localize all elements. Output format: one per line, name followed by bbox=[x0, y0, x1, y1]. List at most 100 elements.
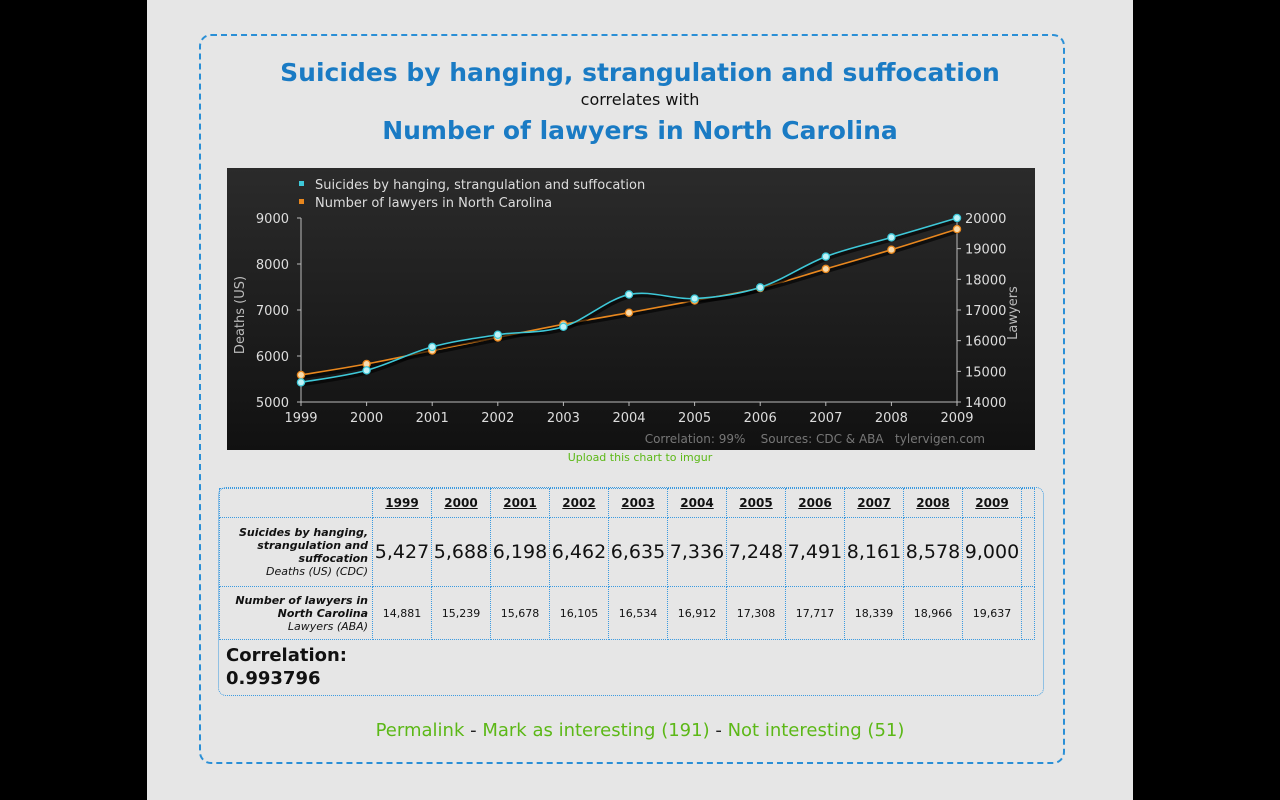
table-cell-suicides: 8,161 bbox=[844, 517, 904, 587]
action-links: Permalink - Mark as interesting (191) - … bbox=[147, 720, 1133, 741]
x-tick-label: 1999 bbox=[284, 411, 317, 426]
row-label-lawyers-name: Number of lawyers in North Carolina bbox=[235, 593, 368, 620]
data-point-suicides bbox=[362, 366, 371, 375]
y2-tick-label: 20000 bbox=[965, 212, 1006, 227]
data-point-lawyers bbox=[821, 264, 831, 274]
table-spacer-cell bbox=[1021, 517, 1035, 587]
table-cell-lawyers: 14,881 bbox=[372, 586, 432, 640]
data-point-suicides bbox=[559, 322, 568, 332]
table-cell-lawyers: 15,678 bbox=[490, 586, 550, 640]
x-tick-label: 2003 bbox=[547, 411, 580, 426]
table-cell-lawyers: 16,105 bbox=[549, 586, 609, 640]
y-tick-label: 5000 bbox=[256, 396, 289, 411]
x-tick-label: 2005 bbox=[678, 411, 711, 426]
mark-interesting-link[interactable]: Mark as interesting (191) bbox=[482, 720, 710, 741]
table-corner-cell bbox=[219, 488, 373, 518]
year-header: 2000 bbox=[431, 488, 491, 518]
permalink-link[interactable]: Permalink bbox=[375, 720, 465, 741]
correlation-result: Correlation: 0.993796 bbox=[226, 644, 347, 690]
table-cell-suicides: 7,248 bbox=[726, 517, 786, 587]
data-point-lawyers bbox=[624, 308, 634, 317]
table-spacer-cell bbox=[1021, 586, 1035, 640]
data-point-lawyers bbox=[296, 370, 306, 380]
row-label-suicides-name: Suicides by hanging, strangulation and s… bbox=[238, 526, 368, 565]
table-cell-lawyers: 19,637 bbox=[962, 586, 1022, 640]
table-spacer-cell bbox=[1021, 488, 1035, 518]
year-header: 2005 bbox=[726, 488, 786, 518]
x-tick-label: 2007 bbox=[809, 411, 842, 426]
y-tick-label: 8000 bbox=[256, 258, 289, 273]
link-separator: - bbox=[470, 720, 477, 741]
table-cell-suicides: 7,491 bbox=[785, 517, 845, 587]
data-point-suicides bbox=[952, 213, 962, 223]
data-point-suicides bbox=[624, 290, 634, 299]
table-cell-lawyers: 18,339 bbox=[844, 586, 904, 640]
y-axis-label: Deaths (US) bbox=[233, 276, 248, 354]
data-point-suicides bbox=[493, 330, 503, 339]
year-header: 2007 bbox=[844, 488, 904, 518]
row-label-suicides: Suicides by hanging, strangulation and s… bbox=[219, 517, 373, 587]
page: Suicides by hanging, strangulation and s… bbox=[147, 0, 1133, 800]
year-header: 2001 bbox=[490, 488, 550, 518]
legend-marker-suicides bbox=[299, 181, 304, 186]
chart-legend: Suicides by hanging, strangulation and s… bbox=[299, 178, 645, 211]
table-cell-lawyers: 18,966 bbox=[903, 586, 963, 640]
y-tick-label: 9000 bbox=[256, 212, 289, 227]
table-cell-suicides: 5,688 bbox=[431, 517, 491, 587]
year-header: 2003 bbox=[608, 488, 668, 518]
y2-tick-label: 16000 bbox=[965, 335, 1006, 350]
correlation-label: Correlation: bbox=[226, 645, 348, 666]
table-row-suicides: Suicides by hanging, strangulation and s… bbox=[219, 517, 1035, 587]
x-tick-label: 2002 bbox=[481, 411, 514, 426]
x-tick-label: 2009 bbox=[940, 411, 973, 426]
correlation-value: 0.993796 bbox=[226, 668, 321, 689]
data-table-box: 1999 2000 2001 2002 2003 2004 2005 2006 … bbox=[218, 487, 1044, 696]
x-tick-label: 2001 bbox=[416, 411, 449, 426]
year-header: 2008 bbox=[903, 488, 963, 518]
data-point-suicides bbox=[887, 233, 896, 242]
data-point-lawyers bbox=[887, 245, 896, 254]
data-point-suicides bbox=[296, 378, 306, 387]
table-cell-lawyers: 17,717 bbox=[785, 586, 845, 640]
x-tick-label: 2000 bbox=[350, 411, 383, 426]
table-cell-lawyers: 17,308 bbox=[726, 586, 786, 640]
chart-credits: Correlation: 99% Sources: CDC & ABA tyle… bbox=[645, 432, 985, 446]
year-header: 1999 bbox=[372, 488, 432, 518]
table-cell-lawyers: 16,534 bbox=[608, 586, 668, 640]
y2-tick-label: 19000 bbox=[965, 243, 1006, 258]
year-header: 2004 bbox=[667, 488, 727, 518]
row-label-lawyers-unit: Lawyers (ABA) bbox=[287, 619, 368, 633]
upload-to-imgur-link[interactable]: Upload this chart to imgur bbox=[567, 451, 713, 464]
y2-tick-label: 17000 bbox=[965, 304, 1006, 319]
legend-entry-lawyers: Number of lawyers in North Carolina bbox=[315, 196, 552, 211]
variable1-title: Suicides by hanging, strangulation and s… bbox=[280, 58, 1000, 87]
data-point-suicides bbox=[755, 283, 765, 292]
table-cell-suicides: 6,462 bbox=[549, 517, 609, 587]
table-cell-suicides: 8,578 bbox=[903, 517, 963, 587]
table-cell-suicides: 7,336 bbox=[667, 517, 727, 587]
content-frame bbox=[199, 34, 1065, 764]
variable2-title: Number of lawyers in North Carolina bbox=[382, 116, 898, 145]
legend-marker-lawyers bbox=[299, 199, 304, 204]
y-tick-label: 6000 bbox=[256, 350, 289, 365]
not-interesting-link[interactable]: Not interesting (51) bbox=[727, 720, 905, 741]
y2-tick-label: 15000 bbox=[965, 365, 1006, 380]
y2-tick-label: 18000 bbox=[965, 273, 1006, 288]
data-point-lawyers bbox=[952, 224, 962, 234]
table-cell-suicides: 9,000 bbox=[962, 517, 1022, 587]
y2-axis-label: Lawyers bbox=[1006, 286, 1021, 340]
data-point-suicides bbox=[427, 342, 437, 352]
x-tick-label: 2006 bbox=[744, 411, 777, 426]
data-point-suicides bbox=[821, 252, 831, 261]
year-header: 2006 bbox=[785, 488, 845, 518]
table-cell-suicides: 5,427 bbox=[372, 517, 432, 587]
table-cell-lawyers: 16,912 bbox=[667, 586, 727, 640]
y-tick-label: 7000 bbox=[256, 304, 289, 319]
data-table: 1999 2000 2001 2002 2003 2004 2005 2006 … bbox=[219, 488, 1035, 640]
y2-tick-label: 14000 bbox=[965, 396, 1006, 411]
table-cell-lawyers: 15,239 bbox=[431, 586, 491, 640]
year-header: 2002 bbox=[549, 488, 609, 518]
correlates-with-text: correlates with bbox=[580, 90, 700, 109]
data-point-suicides bbox=[690, 294, 699, 303]
x-tick-label: 2004 bbox=[612, 411, 645, 426]
